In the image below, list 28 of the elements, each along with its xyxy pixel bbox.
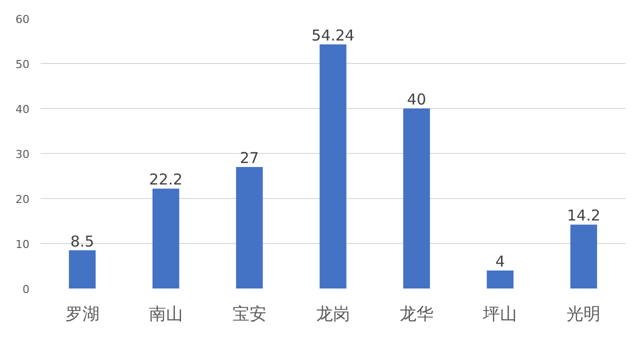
bar: [570, 224, 598, 288]
x-tick-label: 宝安: [232, 304, 266, 324]
data-label: 14.2: [567, 206, 600, 225]
bar: [486, 270, 514, 288]
data-label: 27: [240, 149, 259, 167]
bar: [403, 108, 430, 288]
y-tick-label: 60: [16, 13, 30, 26]
x-tick-label: 南山: [148, 304, 183, 324]
x-tick-label: 龙华: [400, 304, 434, 324]
x-tick-label: 龙岗: [316, 304, 350, 324]
y-tick-label: 30: [16, 148, 30, 161]
x-tick-label: 光明: [566, 304, 601, 324]
y-tick-label: 20: [16, 193, 30, 206]
bar: [320, 44, 346, 288]
data-label: 40: [407, 90, 426, 108]
y-tick-label: 50: [16, 58, 30, 71]
data-label: 8.5: [70, 232, 94, 250]
bar: [236, 167, 263, 288]
data-label: 4: [495, 252, 505, 270]
x-tick-label: 罗湖: [65, 304, 100, 324]
x-tick-label: 坪山: [482, 304, 518, 324]
bar: [68, 250, 96, 288]
data-label: 54.24: [312, 26, 354, 44]
y-tick-label: 40: [16, 103, 30, 116]
bar: [152, 188, 180, 288]
y-tick-label: 10: [16, 238, 30, 251]
y-tick-label: 0: [22, 283, 30, 296]
data-label: 22.2: [149, 170, 183, 189]
